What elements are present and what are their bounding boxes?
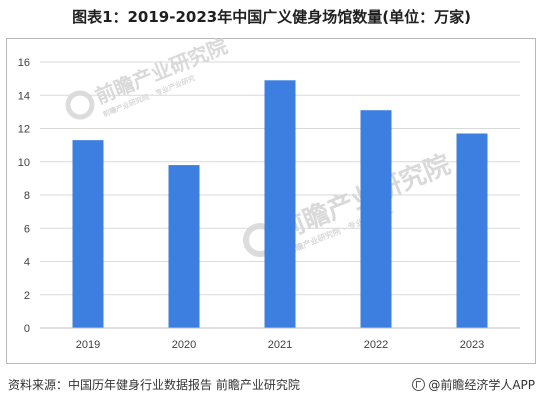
x-tick-label: 2023: [460, 339, 484, 351]
bar-2022: [360, 110, 392, 329]
bar-2021: [264, 80, 296, 328]
y-axis-ticks: 0 2 4 6 8 10 12 14 16: [18, 57, 30, 335]
y-tick-label: 14: [18, 90, 30, 102]
watermark-text-1: 前瞻产业研究院: [92, 34, 231, 109]
y-tick-label: 0: [24, 323, 30, 335]
brand-logo-icon: [412, 378, 426, 391]
bar-2019: [72, 140, 104, 328]
bar-2023: [456, 133, 488, 328]
x-tick-label: 2020: [172, 339, 196, 351]
x-tick-label: 2019: [76, 339, 100, 351]
x-axis-ticks: 2019 2020 2021 2022 2023: [76, 339, 484, 351]
x-tick-label: 2022: [364, 339, 388, 351]
watermark-1: 前瞻产业研究院 前瞻产业研究院 · 专业产业研究: [65, 34, 231, 120]
x-tick-label: 2021: [268, 339, 292, 351]
bars: [72, 80, 488, 329]
y-tick-label: 8: [24, 190, 30, 202]
chart-title: 图表1：2019-2023年中国广义健身场馆数量(单位：万家): [72, 8, 471, 26]
bar-2020: [168, 165, 200, 328]
y-tick-label: 4: [24, 257, 30, 269]
y-tick-label: 12: [18, 124, 30, 136]
brand-credit: @前瞻经济学人APP: [412, 376, 535, 393]
chart-frame: [6, 38, 536, 364]
y-tick-label: 6: [24, 223, 30, 235]
y-tick-label: 16: [18, 57, 30, 69]
brand-label: @前瞻经济学人APP: [428, 378, 535, 392]
watermarks: 前瞻产业研究院 前瞻产业研究院 · 专业产业研究 前瞻产业研究院 前瞻产业研究院…: [65, 34, 455, 257]
source-note: 资料来源：中国历年健身行业数据报告 前瞻产业研究院: [8, 378, 300, 392]
y-tick-label: 10: [18, 157, 30, 169]
y-tick-label: 2: [24, 290, 30, 302]
